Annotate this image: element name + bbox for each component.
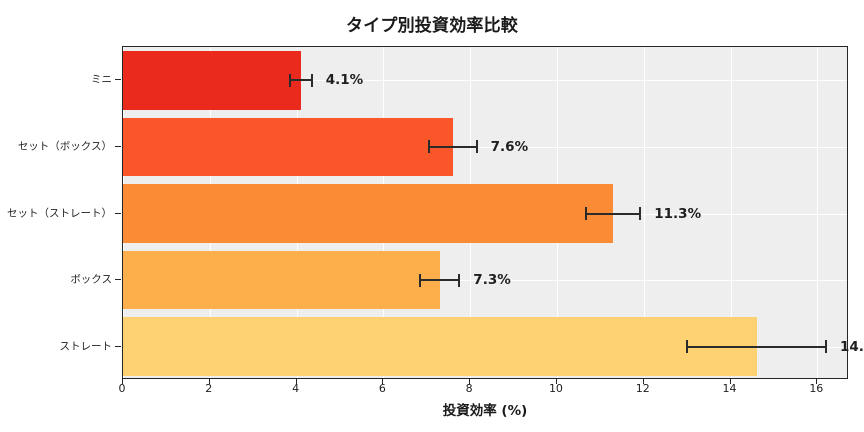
x-tick-mark-14: [729, 379, 731, 384]
y-tick-label-1: セット（ボックス）: [17, 140, 112, 153]
x-tick-mark-6: [382, 379, 384, 384]
y-tick-mark-3: [115, 279, 121, 281]
error-bar-cap-3-low: [419, 273, 422, 287]
y-tick-label-3: ボックス: [70, 273, 112, 286]
error-bar-cap-2-high: [639, 207, 642, 220]
x-tick-label-12: 12: [635, 382, 650, 395]
x-tick-mark-12: [642, 379, 644, 384]
y-tick-mark-1: [115, 145, 121, 147]
y-axis-tick-labels: ミニセット（ボックス） セット（ストレート） ボックスストレート: [0, 46, 112, 379]
bar-1[interactable]: [123, 117, 453, 177]
x-tick-mark-2: [208, 379, 210, 384]
error-bar-cap-4-high: [825, 340, 827, 354]
error-bar-cap-1-low: [427, 140, 430, 154]
x-tick-mark-10: [555, 379, 558, 384]
y-tick-label-0: ミニ: [91, 73, 112, 86]
data-label-4: 14.6%: [840, 338, 864, 355]
error-bar-cap-0-low: [289, 73, 292, 87]
gridline-x-12: [643, 47, 645, 378]
error-bar-cap-2-low: [585, 207, 588, 220]
x-tick-label-2: 2: [205, 382, 213, 395]
error-bar-cap-1-high: [475, 140, 478, 154]
y-tick-mark-4: [115, 345, 121, 347]
gridline-x-16: [817, 47, 819, 378]
error-bar-line-3: [420, 279, 460, 282]
data-label-0: 4.1%: [325, 72, 364, 89]
x-tick-mark-16: [816, 379, 818, 384]
x-tick-mark-0: [122, 379, 124, 384]
x-tick-label-0: 0: [118, 382, 126, 395]
x-tick-label-16: 16: [809, 382, 824, 395]
x-axis-tick-labels: 0 2 4 6 8 10 12 14 16: [0, 382, 864, 402]
y-tick-label-4: ストレート: [59, 340, 113, 353]
data-label-1: 7.6%: [490, 138, 529, 155]
x-axis-label: 投資効率 (%): [442, 403, 528, 419]
gridline-x-14: [730, 47, 732, 378]
bar-2[interactable]: [123, 184, 614, 243]
bar-4[interactable]: [123, 317, 757, 376]
error-bar-line-2: [586, 212, 641, 215]
error-bar-line-4: [687, 345, 826, 348]
data-label-2: 11.3%: [654, 205, 702, 222]
error-bar-line-0: [290, 79, 312, 82]
x-tick-label-14: 14: [722, 382, 737, 395]
plot-area: 4.1% 7.6% 11.3% 7.3% 14.6%: [122, 46, 864, 379]
gridline-y-0: [123, 80, 847, 82]
x-tick-mark-4: [295, 379, 297, 384]
y-tick-mark-0: [115, 79, 121, 81]
x-tick-label-6: 6: [378, 382, 386, 395]
error-bar-cap-0-high: [310, 73, 313, 87]
chart-title: タイプ別投資効率比較: [346, 16, 518, 36]
y-tick-mark-2: [115, 212, 121, 214]
error-bar-cap-3-high: [458, 273, 461, 287]
y-tick-label-2: セット（ストレート）: [7, 207, 112, 219]
x-tick-label-8: 8: [465, 382, 473, 395]
x-tick-label-4: 4: [292, 382, 300, 395]
gridline-y-3: [123, 280, 847, 282]
gridline-y-1: [123, 146, 847, 148]
x-tick-label-10: 10: [548, 382, 563, 395]
data-label-3: 7.3%: [473, 272, 511, 289]
bar-3[interactable]: [123, 250, 440, 310]
error-bar-cap-4-low: [686, 340, 689, 354]
x-tick-mark-8: [469, 379, 471, 384]
error-bar-line-1: [428, 145, 477, 148]
bar-0[interactable]: [123, 50, 301, 110]
